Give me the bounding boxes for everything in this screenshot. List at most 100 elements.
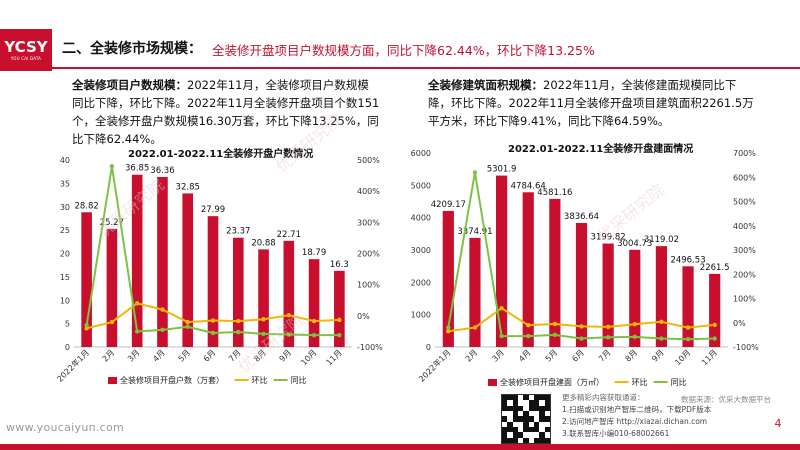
chart2-mom-point-0 [446, 329, 451, 334]
right-description: 全装修建筑面积规模：2022年11月，全装修建面规模同比下 降，环比下降。202… [428, 76, 768, 130]
chart2-bar-label-1: 3374.91 [457, 227, 492, 237]
chart2-bar-3 [522, 192, 534, 347]
chart1-bar-7 [258, 249, 269, 347]
bottom-bar [0, 444, 800, 450]
chart1-ytick-left-2: 10 [60, 296, 70, 305]
chart1-ytick-right-6: 500% [357, 156, 380, 165]
chart2-mom-point-6 [605, 324, 611, 330]
chart2-bar-label-3: 4784.64 [511, 181, 546, 191]
qr-module [534, 421, 540, 427]
qr-module [512, 432, 518, 438]
chart2-bar-1 [469, 237, 481, 347]
qr-module [523, 421, 529, 427]
chart1-bar-0 [81, 212, 92, 347]
qr-module [544, 400, 550, 406]
chart2-xtick-2: 3月 [490, 348, 506, 364]
qr-module [523, 395, 529, 401]
chart1-mom-point-1 [109, 319, 115, 325]
qr-module [544, 395, 550, 401]
chart1-yoy-point-0 [84, 322, 89, 328]
chart1-legend-yoy-label: 同比 [291, 375, 307, 385]
left-lead: 全装修项目户数规模： [72, 78, 187, 92]
chart1-bar-label-4: 32.85 [176, 182, 200, 192]
footer-url[interactable]: www.youcaiyun.com [6, 421, 125, 434]
chart2-bar-label-10: 2261.5 [700, 263, 730, 273]
chart2-xtick-6: 7月 [597, 348, 613, 364]
chart2-ytick-left-0: 0 [426, 343, 431, 352]
chart2-bar-label-6: 3199.82 [591, 233, 626, 243]
chart2-xtick-1: 2月 [464, 348, 480, 364]
header-divider [52, 67, 800, 69]
chart2-bar-4 [549, 198, 561, 347]
chart2-bar-2 [495, 175, 508, 347]
chart1-bar-5 [207, 216, 219, 347]
chart1-mom-point-3 [160, 307, 165, 312]
chart1-title: 2022.01-2022.11全装修开盘户数情况 [128, 149, 314, 160]
chart1-mom-point-8 [286, 313, 292, 318]
chart1-yoy-point-8 [286, 332, 292, 337]
qr-module [544, 437, 550, 443]
qr-module [534, 405, 540, 411]
qr-module [534, 400, 540, 406]
chart2-bar-10 [709, 273, 721, 347]
qr-module [518, 405, 524, 411]
qr-module [539, 432, 545, 438]
chart1-ytick-left-6: 30 [60, 203, 70, 212]
chart2-legend-yoy-label: 同比 [671, 377, 687, 387]
chart1-bar-9 [308, 259, 320, 347]
right-lead: 全装修建筑面积规模： [428, 78, 543, 92]
chart1-mom-point-0 [84, 326, 89, 331]
chart1-ytick-right-3: 200% [357, 250, 380, 259]
qr-module [518, 416, 524, 422]
page-number: 4 [774, 417, 782, 430]
chart2-xtick-4: 5月 [544, 348, 560, 364]
qr-module [528, 416, 534, 422]
chart1-ytick-left-5: 25 [60, 226, 70, 235]
more-item-3: 3.联系智库小编010-68002661 [562, 429, 670, 438]
chart2-bar-8 [655, 246, 668, 347]
qr-module [523, 427, 529, 433]
qr-module [544, 405, 550, 411]
qr-module [539, 437, 545, 443]
chart2-ytick-left-4: 4000 [411, 214, 431, 223]
chart1-bar-label-5: 27.99 [201, 205, 225, 215]
chart2-title: 2022.01-2022.11全装修开盘建面情况 [508, 144, 694, 155]
chart2-yoy-point-0 [446, 325, 451, 330]
chart1-ytick-left-7: 35 [60, 179, 70, 188]
chart2-mom-point-3 [526, 322, 531, 328]
qr-module [528, 400, 534, 406]
qr-module [518, 432, 524, 438]
chart2-ytick-right-8: 700% [733, 149, 756, 158]
chart1-mom-point-6 [236, 318, 241, 324]
chart2-ytick-left-6: 6000 [411, 149, 431, 158]
chart2-yoy-point-7 [632, 334, 637, 340]
qr-module [507, 421, 513, 427]
chart1-ytick-right-5: 400% [357, 187, 380, 196]
chart1-mom-point-5 [210, 318, 216, 323]
qr-module [512, 427, 518, 433]
more-title: 更多精彩内容获取通道： [562, 393, 645, 402]
qr-code [501, 394, 551, 444]
chart2-ytick-right-3: 200% [733, 270, 756, 279]
chart1-yoy-point-4 [185, 324, 190, 329]
chart1-mom-point-7 [261, 317, 266, 322]
chart1-bar-10 [334, 270, 345, 347]
chart2-yoy-point-5 [579, 336, 584, 341]
qr-module [502, 405, 508, 411]
right-line-3: 平方米，环比下降9.41%，同比下降64.59%。 [428, 114, 670, 128]
chart1-bar-label-1: 25.27 [100, 218, 124, 228]
chart1-ytick-right-2: 100% [357, 281, 380, 290]
chart1-yoy-point-5 [210, 330, 216, 336]
chart2-mom-point-5 [579, 324, 584, 329]
chart1-ytick-right-1: 0% [357, 312, 370, 321]
chart1-bar-label-8: 22.71 [277, 230, 301, 240]
chart2-mom-point-1 [472, 325, 478, 330]
chart2-ytick-right-0: -100% [733, 343, 759, 352]
chart1-yoy-point-1 [109, 164, 115, 169]
chart2-bar-label-9: 2496.53 [670, 255, 705, 265]
chart2-yoy-point-2 [499, 333, 504, 339]
chart2-bar-label-4: 4581.16 [537, 188, 572, 198]
qr-module [523, 416, 529, 422]
chart1-bar-label-0: 28.82 [74, 201, 98, 211]
